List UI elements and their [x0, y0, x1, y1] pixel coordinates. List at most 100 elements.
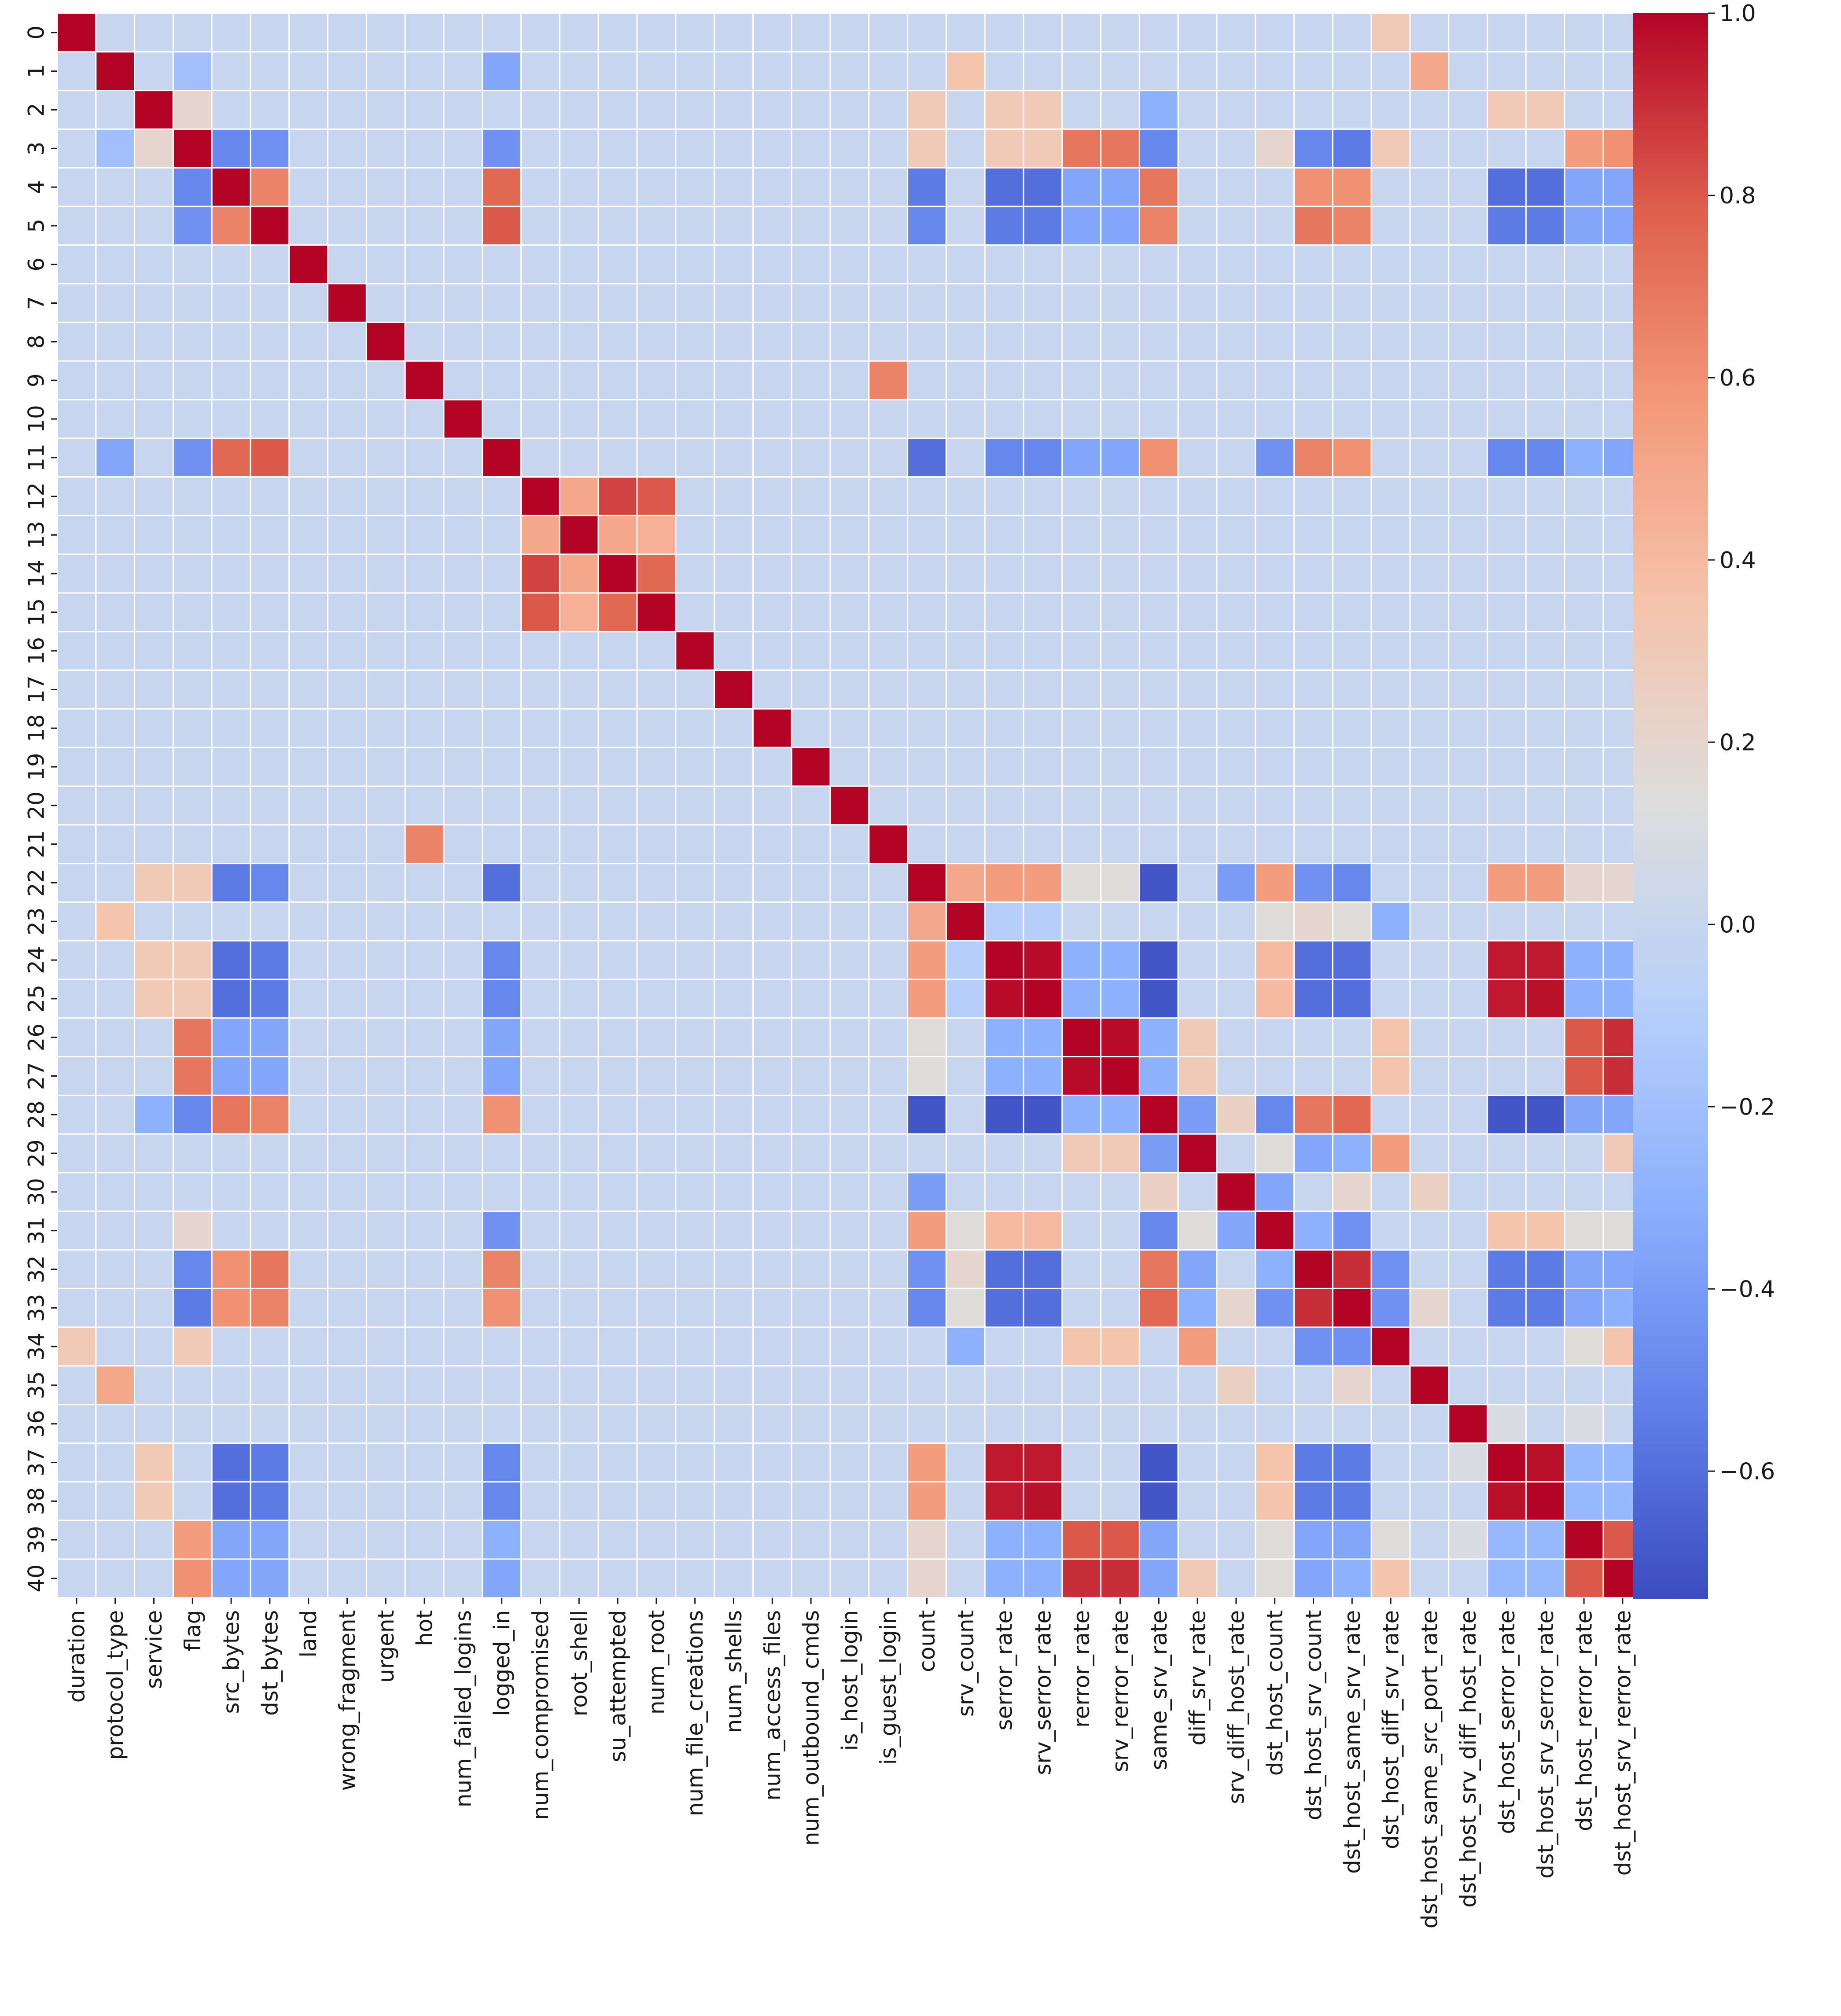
heatmap-cell-20-17 [714, 785, 754, 826]
heatmap-cell-37-0 [56, 1442, 97, 1483]
heatmap-cell-11-15 [636, 438, 677, 478]
heatmap-cell-4-10 [443, 167, 483, 207]
heatmap-cell-12-11 [482, 476, 522, 516]
heatmap-cell-32-25 [1023, 1249, 1063, 1289]
heatmap-cell-12-1 [95, 476, 136, 516]
heatmap-cell-17-27 [1100, 670, 1140, 710]
heatmap-cell-30-30 [1216, 1172, 1256, 1212]
heatmap-cell-7-14 [597, 283, 638, 323]
heatmap-cell-22-3 [172, 863, 213, 903]
heatmap-cell-23-22 [907, 901, 947, 942]
heatmap-cell-7-6 [288, 283, 329, 323]
heatmap-cell-28-2 [134, 1094, 174, 1135]
heatmap-cell-17-33 [1332, 670, 1372, 710]
row-label: 40 [24, 1564, 49, 1593]
heatmap-cell-36-33 [1332, 1404, 1372, 1444]
heatmap-cell-32-7 [327, 1249, 367, 1289]
heatmap-cell-24-39 [1564, 940, 1604, 980]
heatmap-cell-7-1 [95, 283, 136, 323]
heatmap-cell-12-31 [1255, 476, 1295, 516]
heatmap-cell-14-38 [1525, 553, 1565, 594]
heatmap-cell-33-27 [1100, 1288, 1140, 1328]
heatmap-cell-0-4 [211, 12, 251, 53]
heatmap-cell-38-37 [1487, 1481, 1527, 1521]
row-label: 29 [24, 1139, 49, 1167]
heatmap-cell-34-9 [404, 1326, 445, 1367]
heatmap-cell-2-19 [791, 90, 831, 130]
heatmap-cell-19-31 [1255, 747, 1295, 787]
heatmap-cell-9-28 [1138, 360, 1179, 401]
heatmap-cell-11-26 [1061, 438, 1102, 478]
heatmap-cell-37-13 [559, 1442, 599, 1483]
heatmap-cell-3-33 [1332, 128, 1372, 169]
heatmap-cell-23-36 [1448, 901, 1488, 942]
column-label: src_bytes [219, 1610, 244, 1714]
heatmap-cell-18-20 [829, 708, 870, 748]
heatmap-cell-33-31 [1255, 1288, 1295, 1328]
heatmap-cell-24-4 [211, 940, 251, 980]
heatmap-cell-23-9 [404, 901, 445, 942]
heatmap-cell-39-18 [752, 1519, 792, 1560]
heatmap-cell-1-4 [211, 51, 251, 92]
heatmap-cell-26-4 [211, 1017, 251, 1058]
heatmap-cell-40-9 [404, 1558, 445, 1599]
heatmap-cell-12-22 [907, 476, 947, 516]
heatmap-cell-29-11 [482, 1133, 522, 1174]
heatmap-cell-5-7 [327, 206, 367, 246]
heatmap-cell-22-31 [1255, 863, 1295, 903]
row-label: 9 [24, 373, 49, 387]
heatmap-cell-1-34 [1370, 51, 1411, 92]
heatmap-cell-8-10 [443, 321, 483, 362]
heatmap-cell-26-28 [1138, 1017, 1179, 1058]
heatmap-cell-5-8 [365, 206, 406, 246]
heatmap-cell-0-15 [636, 12, 677, 53]
heatmap-cell-31-31 [1255, 1210, 1295, 1251]
heatmap-cell-35-32 [1293, 1365, 1333, 1405]
heatmap-cell-3-0 [56, 128, 97, 169]
heatmap-cell-33-33 [1332, 1288, 1372, 1328]
heatmap-cell-34-21 [868, 1326, 909, 1367]
heatmap-cell-27-39 [1564, 1056, 1604, 1096]
heatmap-cell-37-27 [1100, 1442, 1140, 1483]
heatmap-cell-20-31 [1255, 785, 1295, 826]
heatmap-cell-27-18 [752, 1056, 792, 1096]
heatmap-cell-29-35 [1409, 1133, 1450, 1174]
heatmap-cell-2-12 [520, 90, 560, 130]
heatmap-cell-9-19 [791, 360, 831, 401]
heatmap-cell-4-17 [714, 167, 754, 207]
colorbar-tick-label: 0.2 [1719, 729, 1756, 756]
heatmap-cell-8-9 [404, 321, 445, 362]
heatmap-cell-27-34 [1370, 1056, 1411, 1096]
heatmap-cell-15-10 [443, 592, 483, 633]
heatmap-cell-26-15 [636, 1017, 677, 1058]
heatmap-cell-19-3 [172, 747, 213, 787]
heatmap-cell-40-25 [1023, 1558, 1063, 1599]
heatmap-cell-32-36 [1448, 1249, 1488, 1289]
heatmap-cell-23-10 [443, 901, 483, 942]
heatmap-cell-31-8 [365, 1210, 406, 1251]
heatmap-cell-19-23 [945, 747, 986, 787]
heatmap-cell-39-35 [1409, 1519, 1450, 1560]
heatmap-cell-7-8 [365, 283, 406, 323]
heatmap-cell-22-34 [1370, 863, 1411, 903]
heatmap-cell-28-38 [1525, 1094, 1565, 1135]
heatmap-cell-9-6 [288, 360, 329, 401]
heatmap-cell-7-39 [1564, 283, 1604, 323]
heatmap-cell-21-3 [172, 824, 213, 865]
heatmap-cell-22-8 [365, 863, 406, 903]
heatmap-cell-34-36 [1448, 1326, 1488, 1367]
heatmap-cell-35-14 [597, 1365, 638, 1405]
heatmap-cell-22-12 [520, 863, 560, 903]
heatmap-cell-37-12 [520, 1442, 560, 1483]
heatmap-cell-9-37 [1487, 360, 1527, 401]
heatmap-cell-16-15 [636, 631, 677, 671]
heatmap-cell-22-18 [752, 863, 792, 903]
heatmap-cell-4-11 [482, 167, 522, 207]
heatmap-cell-32-10 [443, 1249, 483, 1289]
heatmap-cell-15-2 [134, 592, 174, 633]
heatmap-cell-22-2 [134, 863, 174, 903]
heatmap-cell-34-32 [1293, 1326, 1333, 1367]
row-label: 10 [24, 405, 49, 433]
heatmap-cell-10-26 [1061, 399, 1102, 439]
heatmap-cell-32-17 [714, 1249, 754, 1289]
